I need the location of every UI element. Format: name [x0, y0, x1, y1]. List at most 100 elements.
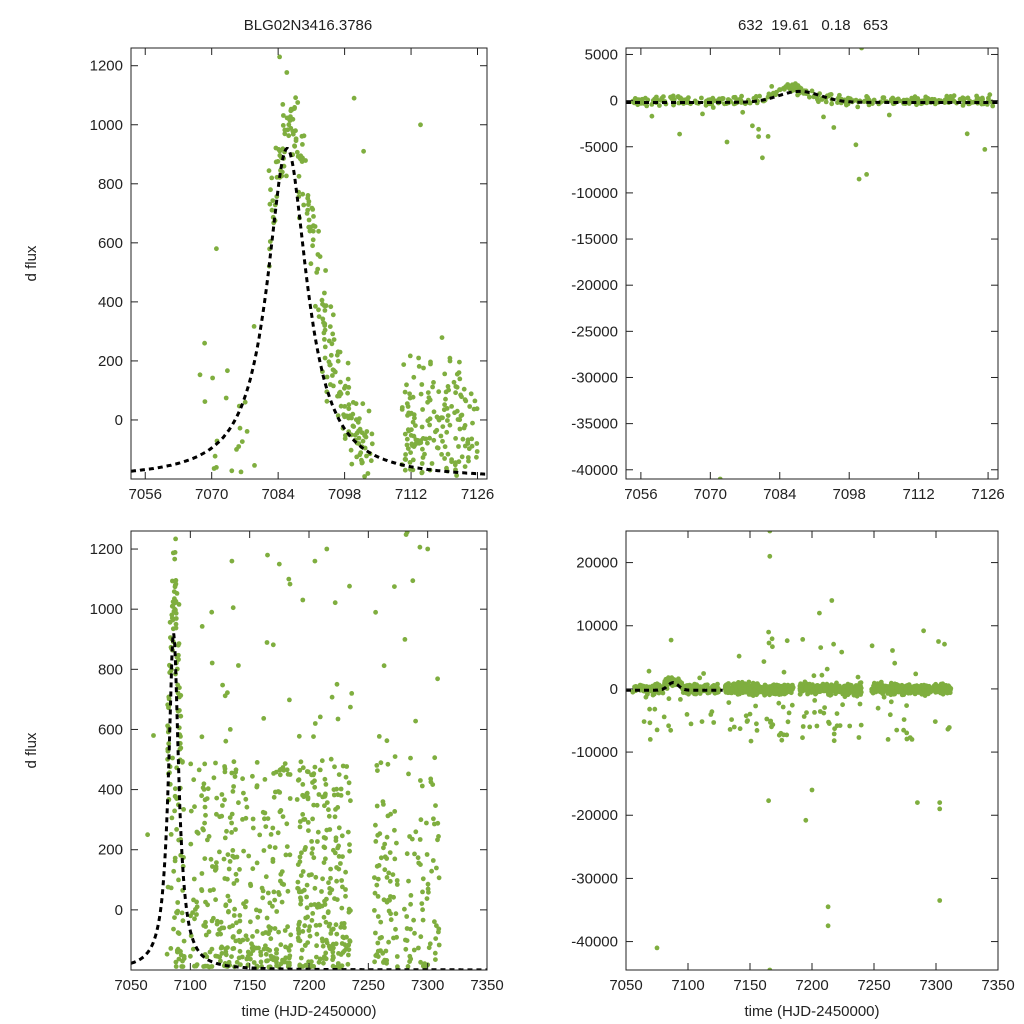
data-point	[921, 682, 927, 688]
data-point	[263, 943, 268, 949]
data-point	[202, 820, 208, 826]
data-point	[243, 933, 249, 939]
data-point	[819, 97, 825, 102]
data-point	[320, 301, 325, 307]
data-point	[711, 683, 717, 688]
data-point	[336, 951, 341, 956]
data-point	[170, 755, 175, 761]
data-point	[853, 142, 859, 148]
data-point	[314, 270, 320, 275]
data-point	[430, 858, 436, 863]
data-point	[283, 944, 288, 950]
data-point	[720, 96, 726, 101]
data-point	[224, 828, 229, 834]
data-point	[381, 845, 386, 851]
y-tick-label: -10000	[571, 185, 618, 202]
data-point	[250, 934, 255, 939]
data-point	[415, 855, 421, 861]
data-point	[326, 923, 332, 929]
data-point	[296, 922, 302, 927]
data-point	[468, 391, 474, 397]
data-point	[277, 809, 283, 815]
data-point	[769, 685, 774, 691]
data-point	[384, 738, 390, 744]
data-point	[237, 867, 242, 872]
data-point	[323, 791, 328, 797]
data-point	[306, 828, 311, 833]
data-point	[761, 685, 767, 691]
data-point	[402, 389, 408, 395]
data-point	[308, 261, 314, 267]
data-point	[283, 852, 289, 858]
data-point	[314, 802, 320, 808]
data-point	[203, 812, 208, 818]
data-point	[800, 724, 806, 729]
data-point	[260, 809, 266, 815]
data-point	[987, 92, 993, 98]
data-point	[886, 112, 892, 118]
data-point	[214, 246, 219, 252]
data-point	[394, 954, 400, 959]
data-point	[780, 704, 786, 710]
data-point	[236, 955, 242, 961]
data-point	[372, 875, 377, 880]
model-curve	[131, 147, 487, 476]
data-point	[209, 946, 215, 952]
data-point	[454, 384, 460, 390]
data-point	[145, 832, 151, 838]
data-point	[812, 698, 818, 703]
data-point	[640, 683, 646, 689]
data-point	[416, 355, 421, 361]
data-point	[312, 885, 318, 891]
data-point	[362, 445, 368, 451]
data-point	[894, 727, 900, 733]
data-point	[288, 125, 294, 131]
data-point	[343, 869, 348, 875]
data-point	[857, 680, 863, 686]
data-point	[684, 712, 690, 717]
data-point	[742, 689, 748, 695]
data-point	[453, 436, 458, 441]
data-point	[203, 919, 208, 925]
data-point	[439, 452, 444, 457]
data-point	[343, 774, 349, 780]
data-point	[835, 100, 840, 105]
data-point	[913, 671, 919, 677]
data-point	[359, 460, 365, 466]
data-point	[205, 786, 211, 792]
data-point	[890, 685, 895, 691]
data-point	[766, 640, 772, 646]
data-point	[964, 131, 970, 137]
data-point	[339, 905, 345, 911]
data-point	[408, 893, 414, 898]
data-point	[191, 876, 197, 882]
data-point	[831, 641, 836, 647]
x-tick-label: 7112	[903, 486, 935, 503]
data-point	[202, 804, 208, 810]
data-point	[378, 855, 384, 861]
data-point	[300, 929, 306, 934]
y-axis-label: d flux	[23, 732, 40, 768]
data-point	[285, 888, 291, 894]
data-point	[298, 873, 304, 878]
data-point	[326, 338, 332, 344]
data-point	[688, 721, 694, 727]
y-tick-label: 1000	[90, 117, 123, 134]
data-point	[331, 787, 337, 792]
data-point	[325, 909, 331, 915]
data-point	[206, 929, 212, 935]
data-point	[251, 324, 257, 329]
data-point	[263, 874, 269, 880]
data-point	[856, 176, 862, 182]
data-point	[354, 454, 360, 460]
data-point	[322, 845, 328, 851]
data-point	[403, 452, 408, 457]
data-point	[309, 872, 314, 877]
data-point	[411, 947, 417, 953]
data-point	[199, 871, 205, 876]
data-point	[336, 854, 342, 859]
data-point	[394, 840, 399, 846]
data-point	[199, 888, 205, 894]
data-point	[407, 391, 412, 397]
